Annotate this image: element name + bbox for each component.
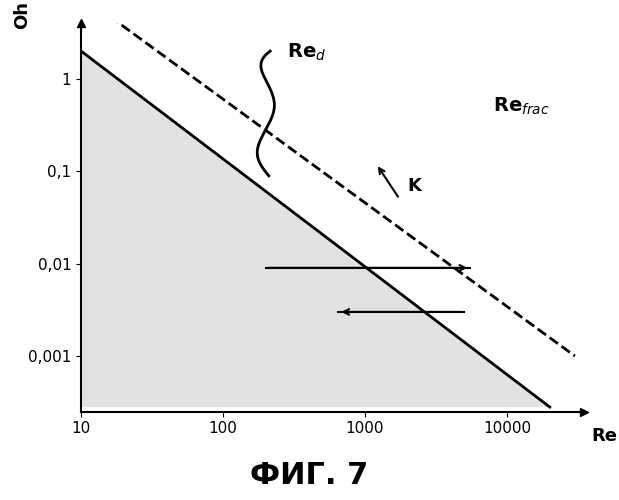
Y-axis label: Oh: Oh [12, 2, 30, 29]
Text: Re$_d$: Re$_d$ [287, 42, 326, 62]
Text: ФИГ. 7: ФИГ. 7 [250, 461, 369, 490]
X-axis label: Re: Re [591, 427, 617, 445]
Polygon shape [81, 51, 550, 407]
Text: K: K [408, 177, 422, 195]
Text: Re$_{frac}$: Re$_{frac}$ [493, 96, 550, 118]
